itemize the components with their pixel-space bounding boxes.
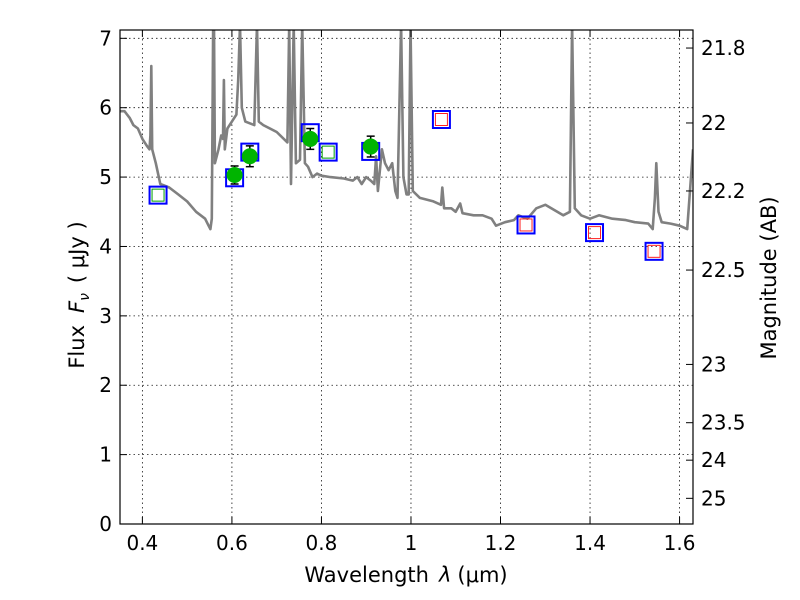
y-axis-label-symbol: F [65,300,89,313]
y-tick-label: 5 [99,165,112,189]
observed-photometry-point [362,138,379,155]
model-photometry-marker [585,223,605,243]
model-photometry-marker [644,241,664,261]
observed-photometry-point [241,148,258,165]
x-tick-label: 0.4 [126,531,158,555]
x-axis-label-unit: (μm) [457,563,507,587]
filter-band-marker [519,218,533,232]
model-photometry-marker [318,142,338,162]
x-axis-label-text: Wavelength [304,563,429,587]
x-tick-label: 0.8 [306,531,338,555]
observed-photometry-point [226,167,243,184]
y-tick-label: 7 [99,26,112,50]
x-tick-label: 1.2 [485,531,517,555]
filter-band-marker [151,188,165,202]
magnitude-tick-label: 22 [701,111,726,135]
magnitude-tick-label: 22.5 [701,258,746,282]
y-tick-label: 3 [99,304,112,328]
plot-frame [119,29,694,525]
y-tick-label: 4 [99,234,112,258]
magnitude-tick-label: 21.8 [701,36,746,60]
magnitude-tick-label: 22.2 [701,179,746,203]
y-axis-label-subscript: ν [77,293,93,301]
x-axis-label: Wavelength λ (μm) [304,563,507,587]
model-photometry-marker [431,110,451,130]
y-tick-label: 0 [99,512,112,536]
magnitude-axis-label: Magnitude (AB) [757,196,781,359]
model-photometry-marker [516,215,536,235]
magnitude-tick-label: 23.5 [701,411,746,435]
sed-model-line [120,30,693,231]
observed-photometry-point [302,130,319,147]
x-tick-label: 0.6 [216,531,248,555]
magnitude-tick-label: 25 [701,486,726,510]
y-tick-label: 1 [99,443,112,467]
magnitude-tick-label: 24 [701,448,726,472]
x-tick-label: 1.4 [574,531,606,555]
y-tick-label: 6 [99,96,112,120]
magnitude-tick-label: 23 [701,352,726,376]
plot-background [120,30,693,524]
y-axis-label: Flux Fν ( μJy ) [65,221,93,368]
filter-band-marker [647,244,661,258]
x-axis-label-symbol: λ [438,563,451,587]
x-tick-label: 1.6 [664,531,696,555]
x-tick-label: 1 [405,531,418,555]
sed-model-layer [120,30,693,231]
y-tick-label: 2 [99,373,112,397]
photometry-layer [148,110,664,261]
y-axis-label-unit: ( μJy ) [65,221,89,283]
filter-band-marker [588,226,602,240]
tick-marks [120,30,693,525]
y-axis-label-text: Flux [65,325,89,369]
model-photometry-marker [148,185,168,205]
filter-band-marker [321,145,335,159]
filter-band-marker [434,113,448,127]
